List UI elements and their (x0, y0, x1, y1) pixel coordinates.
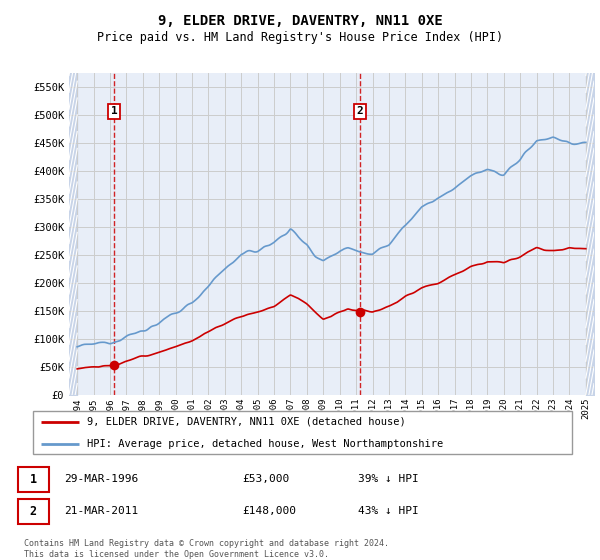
Text: 21-MAR-2011: 21-MAR-2011 (64, 506, 138, 516)
Text: 9, ELDER DRIVE, DAVENTRY, NN11 0XE: 9, ELDER DRIVE, DAVENTRY, NN11 0XE (158, 14, 442, 28)
Text: £148,000: £148,000 (242, 506, 296, 516)
Text: 29-MAR-1996: 29-MAR-1996 (64, 474, 138, 484)
Text: HPI: Average price, detached house, West Northamptonshire: HPI: Average price, detached house, West… (88, 439, 443, 449)
Text: 9, ELDER DRIVE, DAVENTRY, NN11 0XE (detached house): 9, ELDER DRIVE, DAVENTRY, NN11 0XE (deta… (88, 417, 406, 427)
Text: 2: 2 (30, 505, 37, 517)
FancyBboxPatch shape (18, 467, 49, 492)
Text: 39% ↓ HPI: 39% ↓ HPI (358, 474, 418, 484)
Text: 1: 1 (110, 106, 118, 116)
Text: Price paid vs. HM Land Registry's House Price Index (HPI): Price paid vs. HM Land Registry's House … (97, 31, 503, 44)
FancyBboxPatch shape (18, 499, 49, 524)
Text: 1: 1 (30, 473, 37, 486)
Text: 43% ↓ HPI: 43% ↓ HPI (358, 506, 418, 516)
Text: £53,000: £53,000 (242, 474, 290, 484)
Text: 2: 2 (356, 106, 363, 116)
FancyBboxPatch shape (33, 410, 572, 455)
Text: Contains HM Land Registry data © Crown copyright and database right 2024.
This d: Contains HM Land Registry data © Crown c… (24, 539, 389, 559)
